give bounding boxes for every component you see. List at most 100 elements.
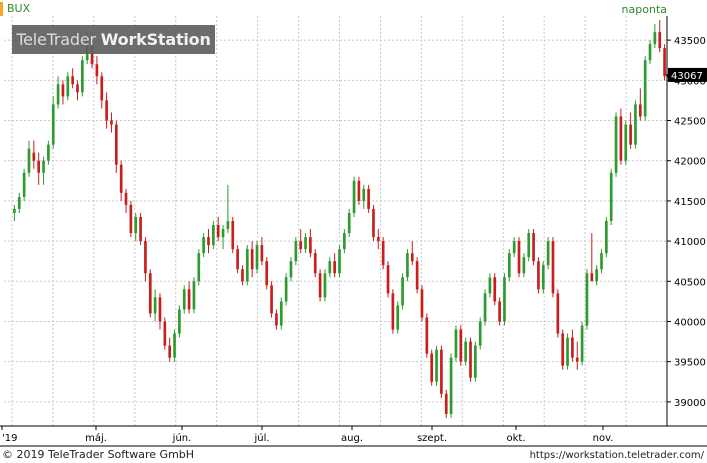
candle-body [110, 120, 113, 125]
candle-body [551, 241, 555, 294]
candle-body [260, 245, 264, 262]
candle-body [537, 261, 540, 290]
candle-body [328, 261, 332, 274]
period-label[interactable]: naponta [621, 3, 667, 16]
candle-body [401, 277, 404, 306]
candle-body [391, 293, 395, 330]
candle-body [658, 32, 662, 49]
candle-body [522, 257, 526, 274]
candle-body [541, 265, 545, 290]
candle-body [42, 160, 45, 173]
candle-body [207, 237, 210, 246]
candle-body [66, 76, 70, 97]
candle-body [444, 393, 448, 414]
candle-body [61, 84, 65, 97]
candle-body [284, 277, 288, 302]
candle-body [124, 192, 128, 205]
y-tick-label: 42500 [674, 117, 706, 128]
candle-body [571, 337, 574, 358]
y-tick-label: 43500 [674, 36, 706, 47]
candle-body [619, 116, 623, 161]
candle-body [187, 289, 191, 310]
candle-body [168, 345, 172, 358]
candle-body [653, 32, 657, 45]
candle-body [158, 297, 162, 322]
candle-body [464, 341, 467, 362]
candle-body [634, 104, 637, 145]
watermark-brand: TeleTrader [16, 30, 96, 49]
candle-body [585, 273, 589, 326]
candle-body [372, 208, 375, 238]
candle-body [449, 357, 453, 414]
candle-body [415, 261, 419, 290]
x-tick-label: '19 [2, 433, 17, 444]
candle-body [71, 76, 74, 85]
candle-body [410, 253, 414, 262]
candle-body [488, 277, 492, 294]
y-tick-label: 39500 [674, 358, 706, 369]
candle-body [663, 48, 666, 77]
candle-body [255, 245, 259, 270]
y-tick-label: 40500 [674, 277, 706, 288]
candle-body [517, 241, 521, 274]
x-tick-label: okt. [506, 433, 525, 444]
candle-body [129, 204, 133, 234]
candle-body [347, 212, 351, 234]
candle-body [236, 249, 239, 270]
x-tick-label: szept. [417, 433, 447, 444]
candle-body [430, 353, 434, 382]
candle-body [459, 329, 463, 362]
candle-body [605, 221, 608, 254]
candle-body [13, 208, 16, 213]
candle-body [197, 253, 201, 282]
candle-body [270, 285, 273, 314]
candle-body [648, 44, 652, 61]
candle-body [119, 164, 123, 193]
candle-body [313, 253, 317, 274]
candle-body [420, 289, 424, 318]
candle-body [532, 233, 535, 262]
y-tick-label: 40000 [674, 317, 706, 328]
candle-body [289, 261, 293, 278]
candle-body [250, 249, 254, 270]
candle-body [367, 188, 370, 209]
candle-body [294, 241, 298, 262]
candle-body [493, 277, 497, 302]
candle-body [435, 349, 438, 382]
candle-body [231, 221, 235, 250]
x-tick-label: máj. [85, 432, 107, 444]
candle-body [440, 349, 443, 394]
candle-body [386, 265, 390, 294]
candle-body [163, 321, 167, 346]
candle-body [279, 301, 283, 326]
candle-body [56, 84, 60, 105]
source-url[interactable]: https://workstation.teletrader.com/ [529, 450, 704, 461]
candle-body [503, 277, 506, 322]
candle-body [478, 321, 482, 346]
candle-body [561, 333, 565, 366]
candle-body [600, 253, 603, 270]
candle-body [638, 104, 642, 117]
candle-body [376, 237, 380, 242]
candle-body [241, 269, 244, 282]
candle-body [226, 221, 230, 230]
candle-body [202, 237, 205, 254]
candle-body [51, 104, 55, 145]
y-tick-label: 39000 [674, 398, 706, 409]
candle-body [192, 281, 196, 310]
candle-body [556, 293, 560, 334]
candle-body [182, 289, 186, 310]
candle-body [624, 124, 628, 161]
candle-body [81, 60, 84, 93]
candle-body [643, 60, 647, 117]
candle-body [629, 124, 632, 145]
candle-body [148, 273, 152, 314]
y-tick-label: 41500 [674, 197, 706, 208]
last-value-label: 43067 [671, 71, 703, 82]
candle-body [474, 345, 477, 378]
x-tick-label: jún. [172, 432, 192, 444]
candle-body [381, 241, 385, 266]
candle-body [22, 172, 26, 197]
watermark-product: WorkStation [100, 30, 211, 49]
